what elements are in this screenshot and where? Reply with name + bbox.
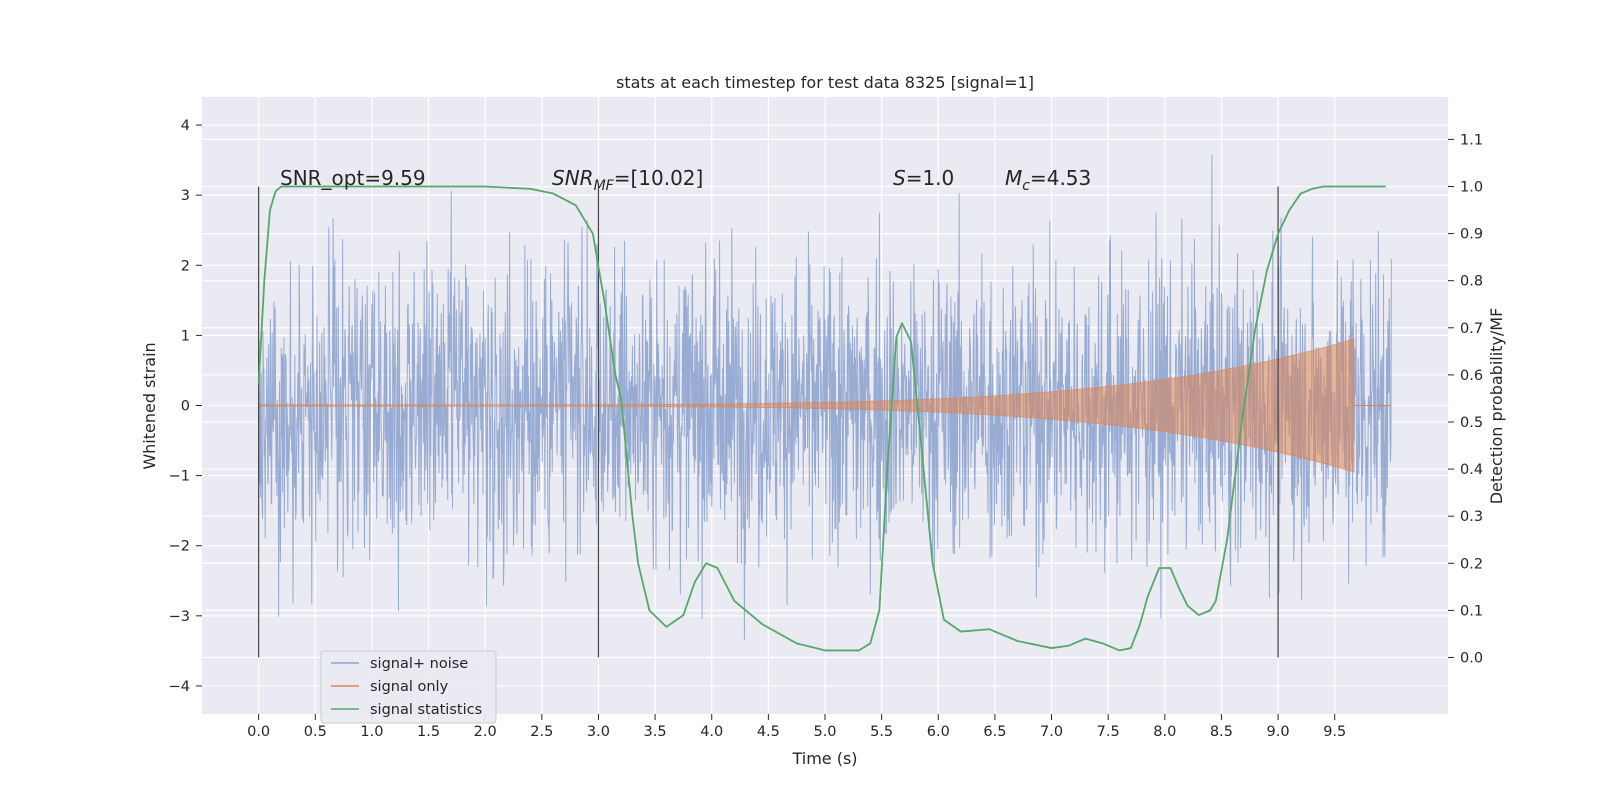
y-tick-label: 3 (181, 188, 190, 204)
x-tick-label: 5.0 (813, 724, 836, 740)
series-line-signal-noise (258, 154, 1392, 641)
x-tick-label: 9.0 (1267, 724, 1290, 740)
annotation-snr-mf-value: =[10.02] (614, 166, 704, 190)
y2-tick-label: 1.0 (1460, 179, 1483, 195)
x-tick-label: 3.5 (644, 724, 667, 740)
annotation-s: S=1.0 (893, 166, 954, 190)
x-tick-label: 2.5 (530, 724, 553, 740)
x-tick-label: 6.5 (983, 724, 1006, 740)
x-tick-label: 2.0 (474, 724, 497, 740)
x-tick-label: 3.0 (587, 724, 610, 740)
y2-tick-label: 0.6 (1460, 368, 1483, 384)
y-tick-label: 1 (181, 328, 190, 344)
y2-tick-label: 0.0 (1460, 650, 1483, 666)
x-tick-label: 8.0 (1153, 724, 1176, 740)
legend-box (320, 650, 497, 724)
legend-label-signal-noise: signal+ noise (370, 656, 468, 672)
annotation-mc-symbol: M (1005, 166, 1022, 190)
legend: signal+ noise signal only signal statist… (320, 650, 497, 724)
x-tick-label: 8.5 (1210, 724, 1233, 740)
y2-tick-label: 0.2 (1460, 556, 1483, 572)
noise-series (258, 154, 1392, 641)
annotation-mc-value: =4.53 (1030, 166, 1091, 190)
y-tick-label: −1 (169, 469, 190, 485)
y2-tick-label: 0.4 (1460, 462, 1483, 478)
y-tick-label: 2 (181, 258, 190, 274)
series-line-signal-statistics (257, 185, 1386, 652)
legend-label-signal-statistics: signal statistics (370, 702, 482, 718)
x-axis-ticks: 0.0 0.5 1.0 1.5 2.0 2.5 3.0 3.5 4.0 4.5 5.0 5.5 6.0 6… (247, 714, 1346, 740)
y2-tick-label: 0.9 (1460, 227, 1483, 243)
annotation-snr-mf-subscript: MF (594, 178, 615, 194)
x-tick-label: 0.0 (247, 724, 270, 740)
annotation-mc-subscript: c (1022, 178, 1030, 194)
y-tick-label: 0 (181, 399, 190, 415)
x-axis-title: Time (s) (791, 749, 857, 768)
x-tick-label: 1.0 (360, 724, 383, 740)
x-tick-label: 4.0 (700, 724, 723, 740)
y2-tick-label: 1.1 (1460, 132, 1483, 148)
annotation-snr-mf: SNRMF=[10.02] (552, 166, 703, 194)
x-tick-label: 7.0 (1040, 724, 1063, 740)
y2-axis-ticks: 1.1 1.0 0.9 0.8 0.7 0.6 0.5 0.4 0.3 0.2 0.1 0.0 (1448, 132, 1483, 666)
x-tick-label: 7.5 (1097, 724, 1120, 740)
y2-tick-label: 0.8 (1460, 274, 1483, 290)
y2-tick-label: 0.1 (1460, 603, 1483, 619)
y-tick-label: −2 (169, 539, 190, 555)
x-tick-label: 6.0 (927, 724, 950, 740)
y2-axis-title: Detection probability/MF (1487, 308, 1506, 505)
annotation-mc: Mc=4.53 (1005, 166, 1091, 194)
annotation-s-symbol: S (893, 166, 906, 190)
statistics-series (257, 185, 1386, 652)
annotation-s-value: =1.0 (906, 166, 955, 190)
y-tick-label: −3 (169, 609, 190, 625)
y2-tick-label: 0.7 (1460, 321, 1483, 337)
chart-title: stats at each timestep for test data 832… (616, 73, 1034, 92)
y-tick-label: 4 (181, 118, 190, 134)
y2-tick-label: 0.5 (1460, 415, 1483, 431)
annotation-snr-mf-symbol: SNR (552, 166, 594, 190)
y-axis-ticks: 4 3 2 1 0 −1 −2 −3 −4 (169, 118, 202, 695)
y-tick-label: −4 (169, 679, 190, 695)
x-tick-label: 0.5 (304, 724, 327, 740)
x-tick-label: 5.5 (870, 724, 893, 740)
legend-label-signal-only: signal only (370, 679, 449, 695)
x-tick-label: 9.5 (1323, 724, 1346, 740)
x-tick-label: 4.5 (757, 724, 780, 740)
annotation-snr-opt: SNR_opt=9.59 (280, 166, 426, 190)
x-tick-label: 1.5 (417, 724, 440, 740)
y-axis-title: Whitened strain (140, 342, 159, 469)
y2-tick-label: 0.3 (1460, 509, 1483, 525)
